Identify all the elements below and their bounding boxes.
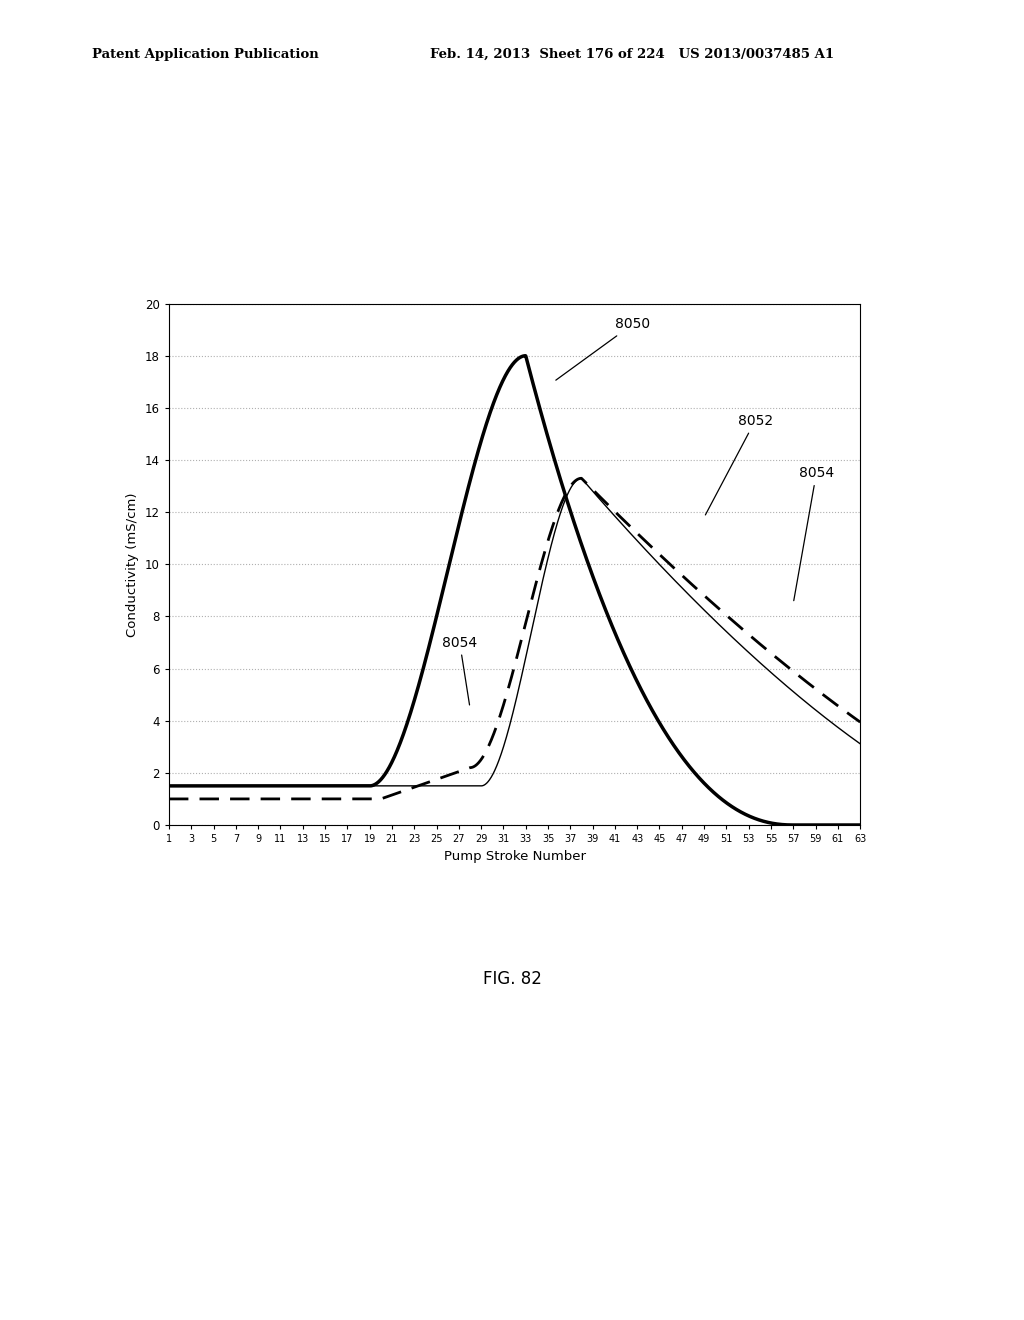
Text: 8050: 8050 [556, 317, 650, 380]
Text: FIG. 82: FIG. 82 [482, 970, 542, 989]
Text: 8054: 8054 [794, 466, 834, 601]
Text: 8052: 8052 [706, 414, 773, 515]
Text: Patent Application Publication: Patent Application Publication [92, 48, 318, 61]
Y-axis label: Conductivity (mS/cm): Conductivity (mS/cm) [126, 492, 139, 636]
X-axis label: Pump Stroke Number: Pump Stroke Number [443, 850, 586, 862]
Text: Feb. 14, 2013  Sheet 176 of 224   US 2013/0037485 A1: Feb. 14, 2013 Sheet 176 of 224 US 2013/0… [430, 48, 835, 61]
Text: 8054: 8054 [442, 635, 477, 705]
